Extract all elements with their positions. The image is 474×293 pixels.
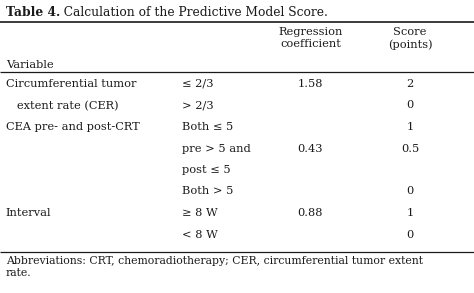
Text: pre > 5 and: pre > 5 and — [182, 144, 251, 154]
Text: Table 4.: Table 4. — [6, 6, 60, 19]
Text: ≥ 8 W: ≥ 8 W — [182, 208, 218, 218]
Text: 0.43: 0.43 — [298, 144, 323, 154]
Text: Circumferential tumor: Circumferential tumor — [6, 79, 136, 89]
Text: Calculation of the Predictive Model Score.: Calculation of the Predictive Model Scor… — [55, 6, 328, 19]
Text: 0: 0 — [406, 100, 414, 110]
Text: Abbreviations: CRT, chemoradiotherapy; CER, circumferential tumor extent: Abbreviations: CRT, chemoradiotherapy; C… — [6, 256, 423, 266]
Text: extent rate (CER): extent rate (CER) — [6, 100, 118, 111]
Text: 0.88: 0.88 — [298, 208, 323, 218]
Text: Interval: Interval — [6, 208, 51, 218]
Text: 1: 1 — [406, 208, 414, 218]
Text: rate.: rate. — [6, 268, 31, 278]
Text: Variable: Variable — [6, 60, 53, 70]
Text: ≤ 2/3: ≤ 2/3 — [182, 79, 214, 89]
Text: Both > 5: Both > 5 — [182, 187, 234, 197]
Text: 0: 0 — [406, 229, 414, 239]
Text: < 8 W: < 8 W — [182, 229, 219, 239]
Text: post ≤ 5: post ≤ 5 — [182, 165, 231, 175]
Text: Regression
coefficient: Regression coefficient — [278, 27, 343, 49]
Text: 2: 2 — [406, 79, 414, 89]
Text: CEA pre- and post-CRT: CEA pre- and post-CRT — [6, 122, 139, 132]
Text: 1.58: 1.58 — [298, 79, 323, 89]
Text: Both ≤ 5: Both ≤ 5 — [182, 122, 234, 132]
Text: 0.5: 0.5 — [401, 144, 419, 154]
Text: 1: 1 — [406, 122, 414, 132]
Text: 0: 0 — [406, 187, 414, 197]
Text: Score
(points): Score (points) — [388, 27, 432, 50]
Text: > 2/3: > 2/3 — [182, 100, 214, 110]
